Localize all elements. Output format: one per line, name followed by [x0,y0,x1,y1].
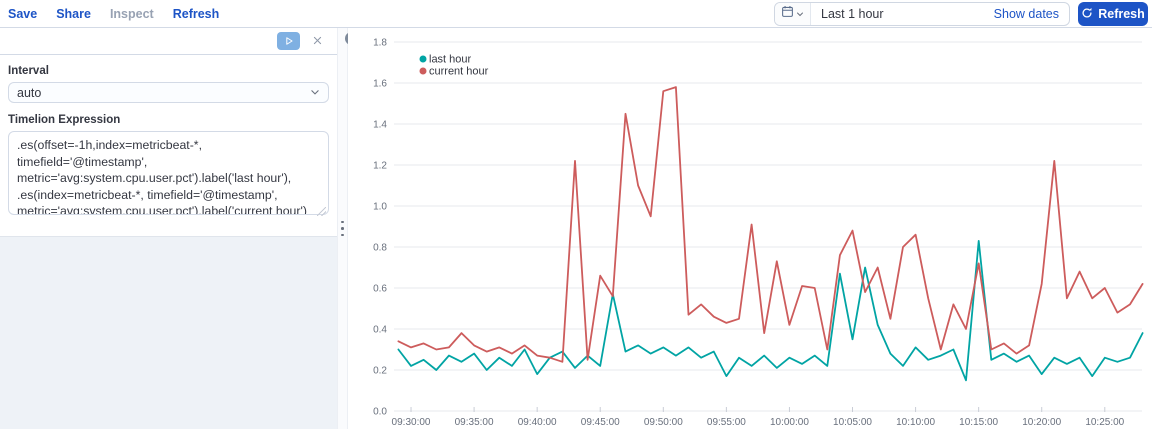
x-axis-tick-label: 09:35:00 [455,417,494,428]
close-panel-button[interactable] [310,32,325,51]
legend-swatch-icon [419,67,427,75]
timelion-chart-canvas[interactable]: 0.0 0.2 0.4 0.6 0.8 1.0 1.2 1.4 1.6 1.8 09:30:00 09… [348,28,1152,429]
series-line-current-hour [397,86,1144,363]
time-range-value[interactable]: Last 1 hour [821,7,884,21]
save-button[interactable]: Save [8,6,38,21]
refresh-query-button[interactable]: Refresh [1078,2,1148,26]
chevron-down-icon [796,5,804,23]
x-axis-tick-label: 09:45:00 [581,417,620,428]
y-axis-tick-label: 1.6 [373,79,387,90]
x-axis-tick-label: 10:20:00 [1022,417,1061,428]
legend-label: current hour [429,66,489,78]
resizer-grip-icon [341,220,344,224]
y-axis-tick-label: 1.0 [373,202,387,213]
x-axis-tick-label: 10:15:00 [959,417,998,428]
x-axis-tick-label: 10:05:00 [833,417,872,428]
legend-label: last hour [429,54,472,66]
super-date-picker: Last 1 hour Show dates [774,2,1070,26]
show-dates-button[interactable]: Show dates [993,7,1059,21]
y-axis-tick-label: 1.4 [373,120,387,131]
y-axis-tick-label: 0.0 [373,407,387,418]
timelion-chart-area: 0.0 0.2 0.4 0.6 0.8 1.0 1.2 1.4 1.6 1.8 09:30:00 09… [348,28,1152,429]
interval-label: Interval [8,65,49,77]
y-axis-tick-label: 0.8 [373,243,387,254]
chevron-down-icon [310,86,320,100]
expression-textarea-wrap: .es(offset=-1h,index=metricbeat-*, timef… [8,131,329,220]
resizer-grip-icon [341,233,344,237]
refresh-menu-button[interactable]: Refresh [172,6,220,21]
resizer-grip-icon [341,227,344,230]
series-line-last-hour [397,239,1144,382]
play-icon [284,34,294,49]
app-menu: Save Share Inspect Refresh [8,0,219,27]
x-axis-tick-label: 10:25:00 [1085,417,1124,428]
y-axis-tick-label: 0.6 [373,284,387,295]
top-navigation-bar: Save Share Inspect Refresh Last 1 hour S… [0,0,1152,28]
legend-swatch-icon [419,55,427,63]
y-axis-tick-label: 1.8 [373,38,387,49]
refresh-icon [1081,7,1093,22]
y-axis-tick-label: 0.4 [373,325,387,336]
expression-textarea[interactable]: .es(offset=-1h,index=metricbeat-*, timef… [8,131,329,215]
x-axis-tick-label: 10:00:00 [770,417,809,428]
x-axis-tick-label: 10:10:00 [896,417,935,428]
refresh-button-label: Refresh [1098,7,1145,21]
run-expression-button[interactable] [277,32,300,50]
expression-label: Timelion Expression [8,114,121,126]
interval-selected-value: auto [17,85,42,100]
expression-form: Interval auto Timelion Expression .es(of… [0,55,337,237]
inspect-button[interactable]: Inspect [109,6,154,21]
calendar-icon [781,5,794,23]
timelion-expression-panel: Interval auto Timelion Expression .es(of… [0,28,337,429]
y-axis-tick-label: 0.2 [373,366,387,377]
interval-select[interactable]: auto [8,82,329,103]
x-axis-tick-label: 09:30:00 [392,417,431,428]
x-axis-tick-label: 09:40:00 [518,417,557,428]
x-axis-tick-label: 09:50:00 [644,417,683,428]
time-controls: Last 1 hour Show dates Refresh [774,2,1148,26]
panel-resizer[interactable] [337,28,348,429]
date-picker-quick-menu-button[interactable] [775,3,811,25]
share-button[interactable]: Share [56,6,91,21]
y-axis-tick-label: 1.2 [373,161,387,172]
x-axis-tick-label: 09:55:00 [707,417,746,428]
expression-panel-toolbar [0,28,337,55]
close-icon [312,34,323,49]
